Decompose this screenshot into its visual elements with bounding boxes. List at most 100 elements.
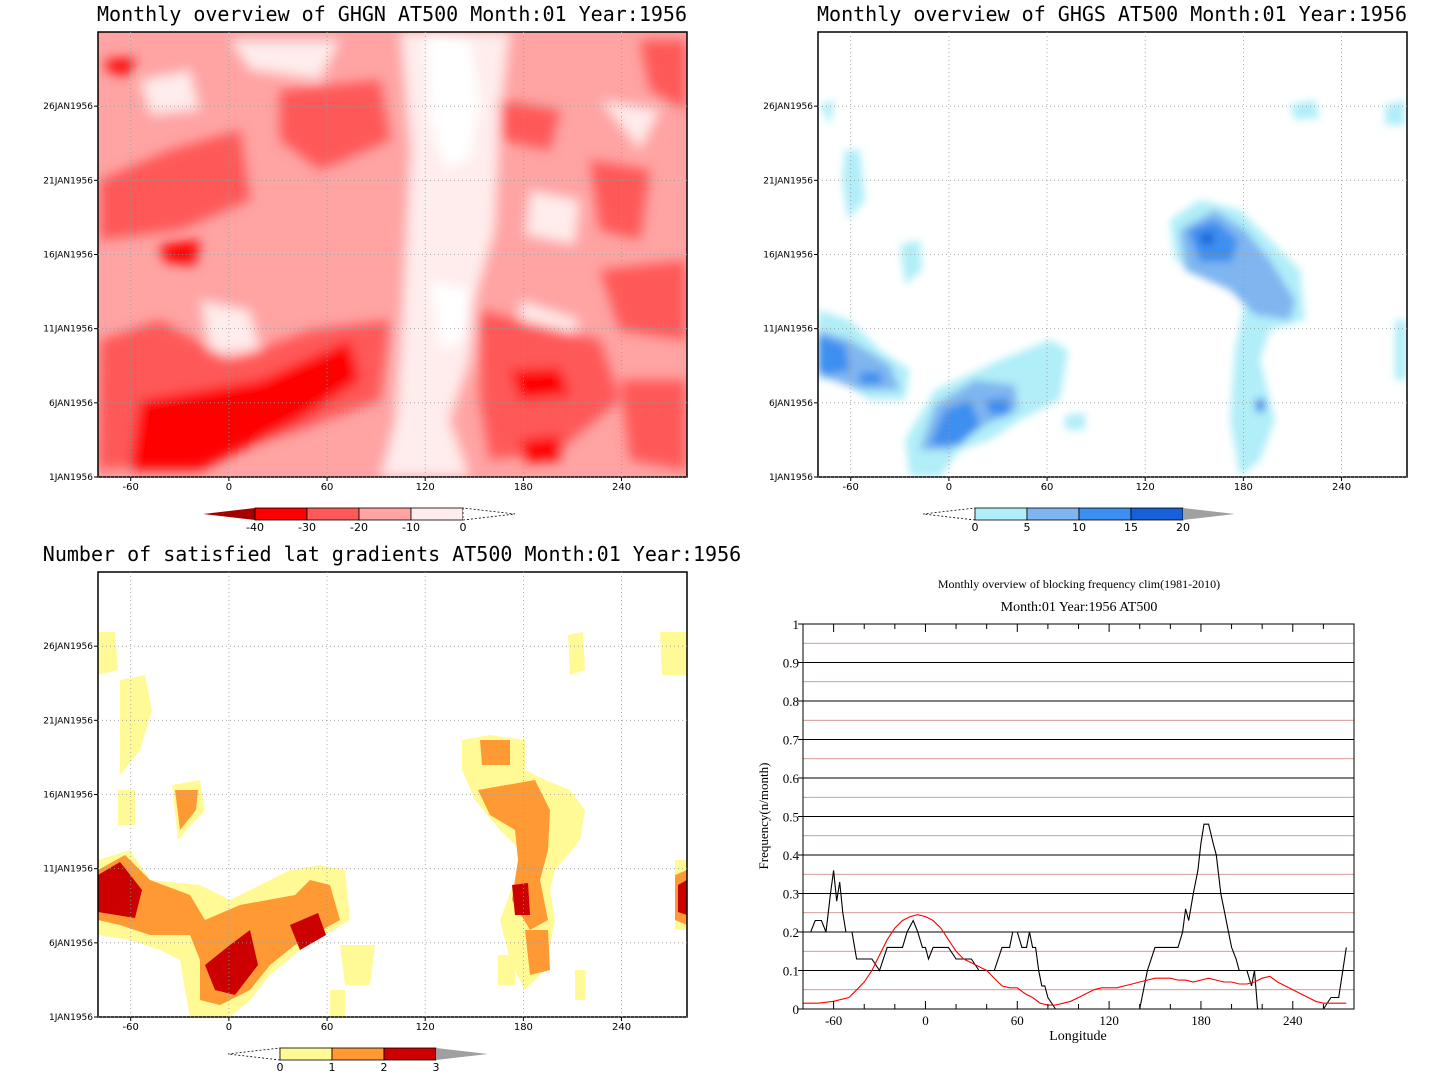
panel-lat-gradients: Number of satisfied lat gradients AT500 … — [43, 542, 741, 1074]
x-tick-label: -60 — [825, 1013, 842, 1028]
x-tick-label: -60 — [123, 482, 139, 493]
colorbar-label: 0 — [277, 1061, 284, 1074]
panel-ghgs: Monthly overview of GHGS AT500 Month:01 … — [763, 2, 1408, 534]
y-tick-label: 1JAN1956 — [49, 1013, 93, 1023]
colorbar-extend-low — [922, 507, 976, 521]
series-line-red — [803, 914, 1347, 1006]
y-tick-label: 16JAN1956 — [763, 251, 813, 261]
colorbar-label: -30 — [298, 521, 316, 534]
ghgn-contour-field — [98, 32, 687, 477]
colorbar-segment — [974, 507, 1028, 521]
colorbar-label: -10 — [402, 521, 420, 534]
colorbar-segment — [1130, 507, 1184, 521]
y-tick-label: 0.6 — [783, 771, 800, 786]
y-tick-label: 0.7 — [783, 733, 800, 748]
colorbar-segment — [1078, 507, 1132, 521]
colorbar-label: 15 — [1124, 521, 1138, 534]
panel-ghgn: Monthly overview of GHGN AT500 Month:01 … — [43, 2, 688, 534]
panel-ghgs-title: Monthly overview of GHGS AT500 Month:01 … — [817, 2, 1407, 26]
colorbar-label: 2 — [381, 1061, 388, 1074]
x-tick-label: 180 — [514, 1022, 533, 1033]
colorbar-extend-high — [462, 507, 516, 521]
ghgs-contour-field — [818, 32, 1407, 477]
colorbar-segment — [383, 1047, 437, 1061]
lat-gradients-axes: -60 0 60 120 180 240 1JAN1956 6JAN1956 11JAN1956… — [43, 642, 631, 1033]
y-tick-label: 0.1 — [783, 964, 799, 979]
colorbar-label: 20 — [1176, 521, 1190, 534]
x-tick-label: 120 — [416, 1022, 435, 1033]
ghgn-colorbar: -40 -30 -20 -10 0 — [203, 507, 516, 534]
y-tick-label: 11JAN1956 — [763, 325, 813, 335]
y-tick-label: 6JAN1956 — [769, 399, 813, 409]
y-tick-label: 0 — [793, 1002, 800, 1017]
y-tick-label: 21JAN1956 — [763, 176, 813, 186]
y-tick-label: 0.4 — [783, 848, 800, 863]
y-tick-label: 26JAN1956 — [43, 102, 93, 112]
series-line-black — [803, 823, 1347, 1010]
colorbar-segment — [306, 507, 360, 521]
x-tick-label: 0 — [226, 1022, 232, 1033]
colorbar-segment — [1026, 507, 1080, 521]
y-tick-label: 6JAN1956 — [49, 939, 93, 949]
lat-gradients-colorbar: 0 1 2 3 — [227, 1047, 488, 1074]
colorbar-extend-low — [203, 508, 255, 520]
y-tick-label: 21JAN1956 — [43, 716, 93, 726]
colorbar-segment — [279, 1047, 333, 1061]
y-tick-label: 26JAN1956 — [763, 102, 813, 112]
y-tick-label: 6JAN1956 — [49, 399, 93, 409]
x-tick-label: 240 — [1283, 1013, 1303, 1028]
y-tick-label: 11JAN1956 — [43, 325, 93, 335]
x-tick-label: 60 — [1041, 482, 1054, 493]
x-tick-label: -60 — [843, 482, 859, 493]
blocking-subtitle: Month:01 Year:1956 AT500 — [1001, 600, 1158, 615]
x-tick-label: 240 — [1332, 482, 1351, 493]
x-tick-label: 60 — [1011, 1013, 1024, 1028]
colorbar-label: 0 — [460, 521, 467, 534]
y-tick-label: 0.3 — [783, 887, 799, 902]
panel-blocking-frequency: Monthly overview of blocking frequency c… — [756, 577, 1355, 1044]
panel-ghgn-title: Monthly overview of GHGN AT500 Month:01 … — [97, 2, 687, 26]
x-tick-label: 0 — [922, 1013, 929, 1028]
x-tick-label: 240 — [612, 482, 631, 493]
x-tick-label: 180 — [1191, 1013, 1211, 1028]
x-tick-label: 180 — [1234, 482, 1253, 493]
panel-lat-gradients-title: Number of satisfied lat gradients AT500 … — [43, 542, 741, 566]
colorbar-label: -40 — [246, 521, 264, 534]
colorbar-segment — [410, 507, 464, 521]
ghgs-axes: -60 0 60 120 180 240 1JAN1956 6JAN1956 11JAN1956… — [763, 102, 1351, 493]
ghgs-colorbar: 0 5 10 15 20 — [922, 507, 1235, 534]
colorbar-label: -20 — [350, 521, 368, 534]
colorbar-label: 3 — [433, 1061, 440, 1074]
colorbar-segment — [254, 507, 308, 521]
colorbar-extend-low — [227, 1047, 281, 1061]
x-tick-label: 60 — [321, 482, 334, 493]
blocking-title: Monthly overview of blocking frequency c… — [938, 577, 1220, 591]
y-tick-label: 0.9 — [783, 656, 799, 671]
y-tick-label: 1 — [793, 617, 800, 632]
x-tick-label: 120 — [1136, 482, 1155, 493]
colorbar-label: 5 — [1024, 521, 1031, 534]
y-tick-label: 0.2 — [783, 925, 799, 940]
colorbar-segment — [358, 507, 412, 521]
y-tick-label: 11JAN1956 — [43, 865, 93, 875]
colorbar-extend-high — [1183, 508, 1235, 520]
x-tick-label: 60 — [321, 1022, 334, 1033]
x-tick-label: 240 — [612, 1022, 631, 1033]
blocking-axes: 0 0.1 0.2 0.3 0.4 0.5 0.6 0.7 0.8 0.9 1 -60 0 60 120 18… — [783, 617, 1324, 1028]
x-tick-label: 120 — [1099, 1013, 1119, 1028]
ghgn-axes: -60 0 60 120 180 240 1JAN1956 6JAN1956 11JAN1956… — [43, 102, 631, 493]
y-tick-label: 16JAN1956 — [43, 791, 93, 801]
y-tick-label: 0.8 — [783, 694, 799, 709]
colorbar-label: 0 — [972, 521, 979, 534]
x-tick-label: -60 — [123, 1022, 139, 1033]
blocking-xlabel: Longitude — [1049, 1029, 1107, 1044]
y-tick-label: 0.5 — [783, 810, 799, 825]
x-tick-label: 180 — [514, 482, 533, 493]
colorbar-extend-high — [436, 1048, 488, 1060]
colorbar-label: 1 — [329, 1061, 336, 1074]
x-tick-label: 120 — [416, 482, 435, 493]
y-tick-label: 21JAN1956 — [43, 176, 93, 186]
blocking-ylabel: Frequency(n/month) — [756, 763, 771, 870]
y-tick-label: 1JAN1956 — [49, 473, 93, 483]
